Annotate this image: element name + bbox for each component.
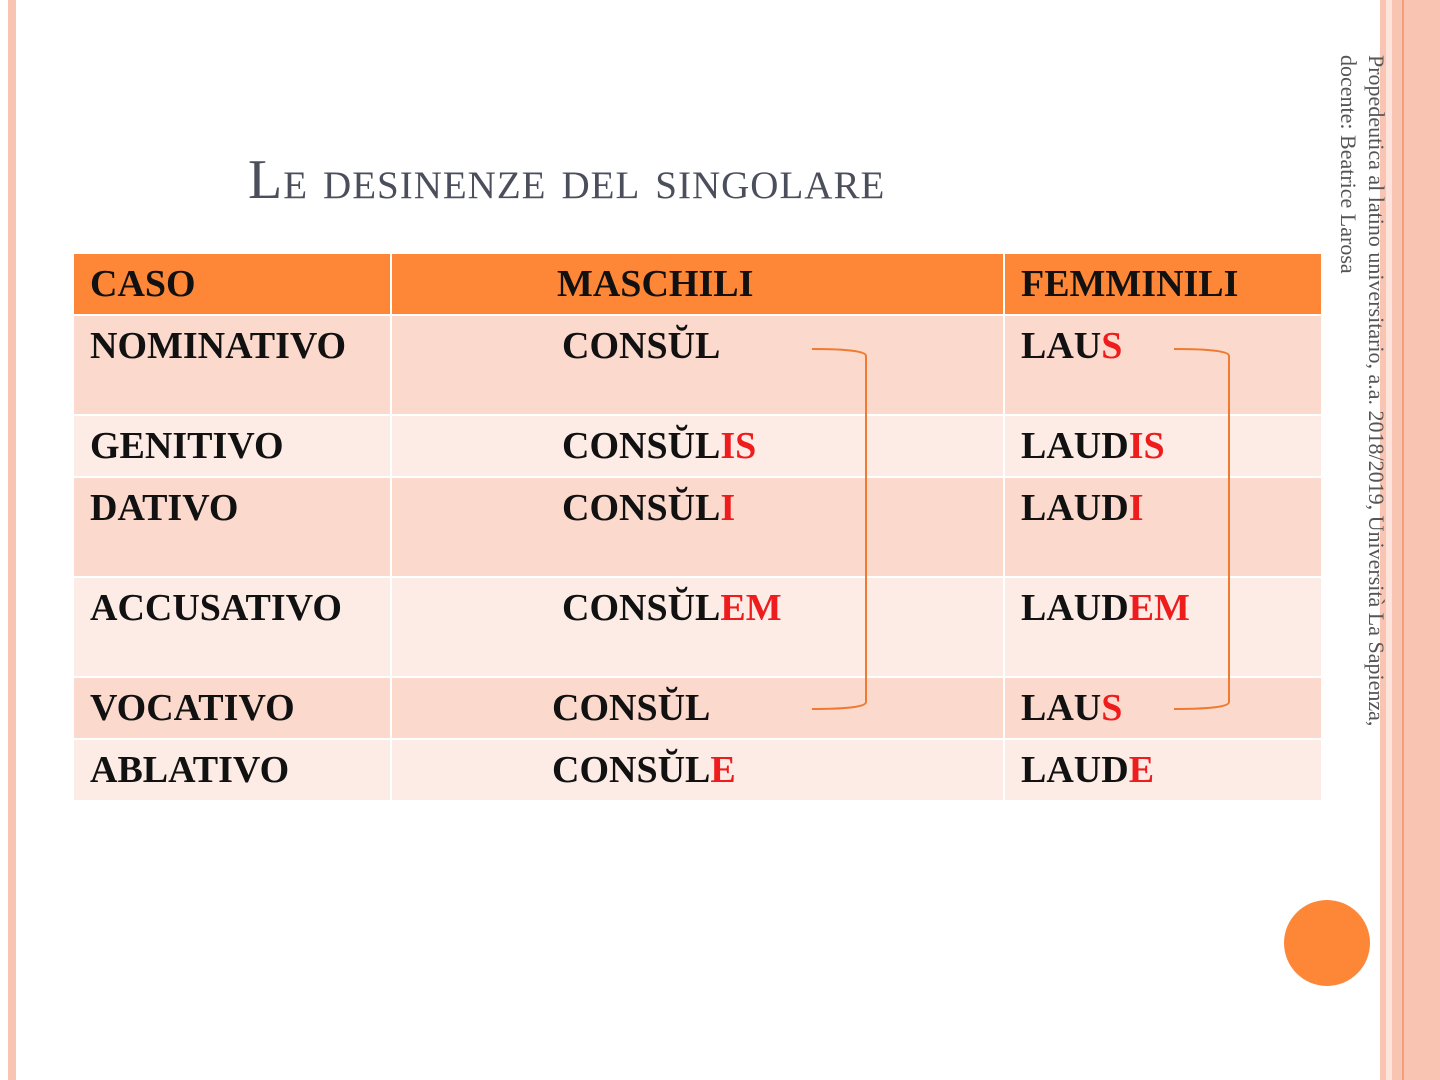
maschili-cell: CONSŬLEM: [392, 578, 1003, 676]
slide-title: Le desinenze del singolare: [248, 149, 886, 211]
maschili-cell: CONSŬL: [392, 678, 1003, 738]
declension-table: CASO MASCHILI FEMMINILI NOMINATIVO CONSŬL…: [72, 252, 1323, 802]
stem: LAU: [1021, 687, 1102, 729]
table-header: CASO MASCHILI FEMMINILI: [74, 254, 1321, 314]
stem: CONSŬL: [562, 325, 721, 367]
femminili-cell: LAUDIS: [1005, 416, 1321, 476]
case-name: VOCATIVO: [90, 687, 295, 729]
maschili-cell: CONSŬLIS: [392, 416, 1003, 476]
maschili-cell: CONSŬL: [392, 316, 1003, 414]
case-cell: NOMINATIVO: [74, 316, 390, 414]
case-cell: ACCUSATIVO: [74, 578, 390, 676]
stem: CONSŬL: [562, 587, 721, 629]
stem: LAUD: [1021, 487, 1129, 529]
femminili-cell: LAUDEM: [1005, 578, 1321, 676]
header-caso: CASO: [74, 254, 390, 314]
case-cell: GENITIVO: [74, 416, 390, 476]
stem: CONSŬL: [552, 687, 711, 729]
ending: EM: [1128, 587, 1190, 629]
stem: LAUD: [1021, 587, 1129, 629]
decorative-circle: [1284, 900, 1370, 986]
stem: CONSŬL: [562, 425, 721, 467]
femminili-cell: LAUS: [1005, 678, 1321, 738]
right-border-highlight: [1386, 0, 1392, 1080]
side-note-line2: docente: Beatrice Larosa: [1336, 55, 1361, 274]
maschili-cell: CONSŬLE: [392, 740, 1003, 800]
case-cell: DATIVO: [74, 478, 390, 576]
femminili-bracket: [1173, 348, 1230, 710]
stem: LAUD: [1021, 749, 1129, 791]
header-femminili: FEMMINILI: [1005, 254, 1321, 314]
femminili-cell: LAUDE: [1005, 740, 1321, 800]
case-cell: VOCATIVO: [74, 678, 390, 738]
case-name: ABLATIVO: [90, 749, 290, 791]
table-row: NOMINATIVO CONSŬL LAUS: [74, 316, 1321, 414]
ending: I: [720, 487, 736, 529]
stem: CONSŬL: [552, 749, 711, 791]
side-note-line1: Propedeutica al latino universitario, a.…: [1364, 55, 1389, 727]
left-border-stripe: [8, 0, 16, 1080]
ending: I: [1128, 487, 1144, 529]
ending: E: [710, 749, 736, 791]
case-name: NOMINATIVO: [90, 325, 347, 367]
maschili-bracket: [811, 348, 867, 710]
ending: IS: [1128, 425, 1165, 467]
side-note: Propedeutica al latino universitario, a.…: [1334, 55, 1390, 915]
ending: E: [1128, 749, 1155, 791]
right-border-line: [1402, 0, 1404, 1080]
ending: S: [1101, 325, 1123, 367]
table-row: GENITIVO CONSŬLIS LAUDIS: [74, 416, 1321, 476]
case-cell: ABLATIVO: [74, 740, 390, 800]
ending: IS: [720, 425, 757, 467]
femminili-cell: LAUDI: [1005, 478, 1321, 576]
maschili-cell: CONSŬLI: [392, 478, 1003, 576]
case-name: ACCUSATIVO: [90, 587, 342, 629]
stem: CONSŬL: [562, 487, 721, 529]
table-row: ACCUSATIVO CONSŬLEM LAUDEM: [74, 578, 1321, 676]
ending: S: [1101, 687, 1123, 729]
table-row: VOCATIVO CONSŬL LAUS: [74, 678, 1321, 738]
stem: LAU: [1021, 325, 1102, 367]
case-name: GENITIVO: [90, 425, 284, 467]
header-maschili: MASCHILI: [392, 254, 1003, 314]
table-row: DATIVO CONSŬLI LAUDI: [74, 478, 1321, 576]
ending: EM: [720, 587, 782, 629]
femminili-cell: LAUS: [1005, 316, 1321, 414]
stem: LAUD: [1021, 425, 1129, 467]
case-name: DATIVO: [90, 487, 239, 529]
table-row: ABLATIVO CONSŬLE LAUDE: [74, 740, 1321, 800]
